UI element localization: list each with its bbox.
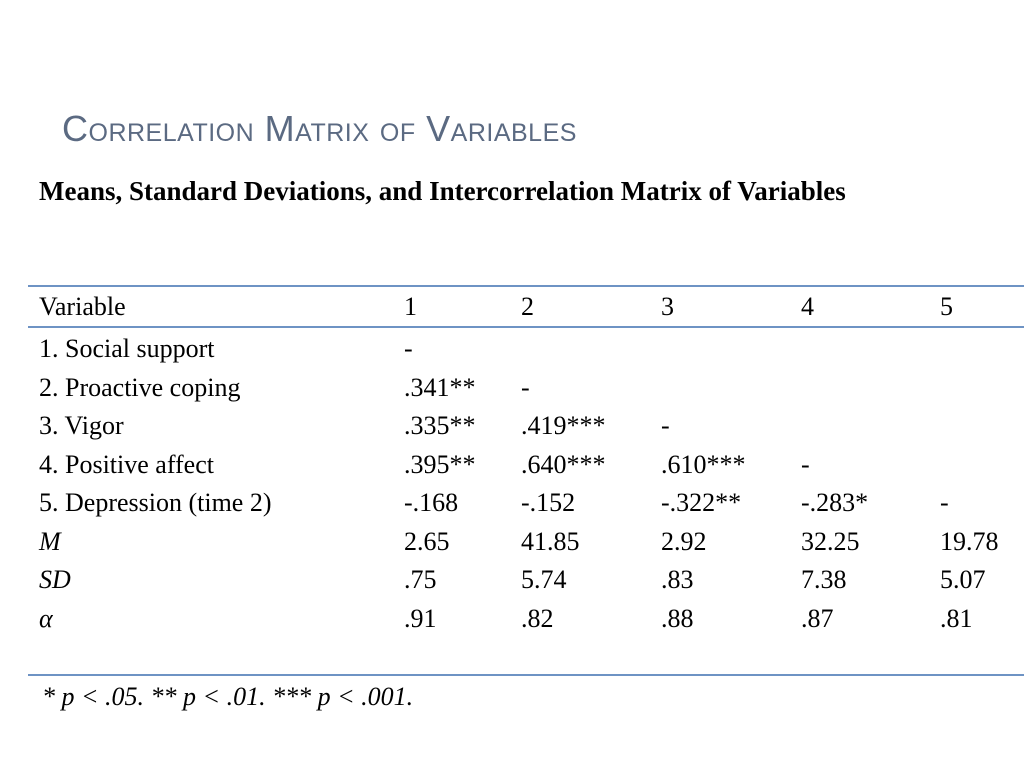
table-cell: 41.85: [521, 526, 580, 556]
table-cell: -: [940, 488, 949, 518]
table-cell: 2.92: [661, 526, 707, 556]
column-header-2: 2: [521, 292, 534, 321]
table-cell: .82: [521, 603, 554, 633]
table-cell: .341**: [404, 372, 476, 402]
table-cell: [661, 326, 801, 369]
row-label: 3. Vigor: [39, 411, 124, 441]
table-cell: [521, 326, 661, 369]
table-caption: Means, Standard Deviations, and Intercor…: [39, 176, 846, 206]
table-row: SD .75 5.74 .83 7.38 5.07: [0, 561, 1024, 600]
table-cell: [940, 369, 1024, 408]
table-cell: .395**: [404, 449, 476, 479]
row-label: 1. Social support: [39, 334, 215, 364]
table-cell: .91: [404, 603, 437, 633]
table-cell: .610***: [661, 449, 746, 479]
table-header-rule: [28, 326, 1024, 328]
row-label: 4. Positive affect: [39, 449, 214, 479]
table-body: 1. Social support - 2. Proactive coping .34…: [0, 326, 1024, 638]
correlation-table: Variable 1 2 3 4 5 1. Social support -2. …: [0, 288, 1024, 638]
table-cell: .88: [661, 603, 694, 633]
table-cell: -: [801, 449, 810, 479]
table-cell: -: [404, 334, 413, 364]
column-header-variable: Variable: [39, 292, 126, 321]
table-cell: [801, 407, 940, 446]
table-cell: -.283*: [801, 488, 869, 518]
table-cell: .87: [801, 603, 834, 633]
table-cell: 5.07: [940, 565, 986, 595]
column-header-1: 1: [404, 292, 417, 321]
column-header-3: 3: [661, 292, 674, 321]
table-cell: -: [661, 411, 670, 441]
table-cell: 32.25: [801, 526, 860, 556]
table-cell: [940, 326, 1024, 369]
table-cell: [801, 326, 940, 369]
table-cell: 5.74: [521, 565, 567, 595]
table-row: 5. Depression (time 2) -.168 -.152 -.322** -…: [0, 484, 1024, 523]
table-cell: [801, 369, 940, 408]
table-cell: .83: [661, 565, 694, 595]
table-row: 4. Positive affect .395** .640*** .610*** -: [0, 446, 1024, 485]
table-row: 3. Vigor .335** .419*** -: [0, 407, 1024, 446]
table-row: α .91 .82 .88 .87 .81: [0, 600, 1024, 639]
table-cell: -.322**: [661, 488, 742, 518]
table-cell: [940, 407, 1024, 446]
table-bottom-rule: [28, 674, 1024, 676]
table-cell: -: [521, 372, 530, 402]
table-row: 2. Proactive coping .341** -: [0, 369, 1024, 408]
table-cell: 2.65: [404, 526, 450, 556]
table-cell: -.152: [521, 488, 576, 518]
table-row: M 2.65 41.85 2.92 32.25 19.78: [0, 523, 1024, 562]
column-header-4: 4: [801, 292, 814, 321]
row-label: α: [39, 603, 53, 633]
table-cell: [940, 446, 1024, 485]
table-top-rule: [28, 285, 1024, 287]
table-cell: 19.78: [940, 526, 999, 556]
row-label: SD: [39, 565, 71, 595]
table-footnote: * p < .05. ** p < .01. *** p < .001.: [42, 682, 414, 711]
table-cell: .640***: [521, 449, 606, 479]
table-cell: 7.38: [801, 565, 847, 595]
table-cell: .419***: [521, 411, 606, 441]
table-header-row: Variable 1 2 3 4 5: [0, 288, 1024, 326]
row-label: 5. Depression (time 2): [39, 488, 272, 518]
table-cell: -.168: [404, 488, 459, 518]
table-cell: .335**: [404, 411, 476, 441]
row-label: M: [39, 526, 61, 556]
row-label: 2. Proactive coping: [39, 372, 241, 402]
table-cell: .75: [404, 565, 437, 595]
slide-title: Correlation Matrix of Variables: [62, 108, 577, 149]
table-cell: [661, 369, 801, 408]
table-row: 1. Social support -: [0, 326, 1024, 369]
column-header-5: 5: [940, 292, 953, 321]
correlation-table-container: Variable 1 2 3 4 5 1. Social support -2. …: [0, 288, 1024, 638]
table-cell: .81: [940, 603, 973, 633]
